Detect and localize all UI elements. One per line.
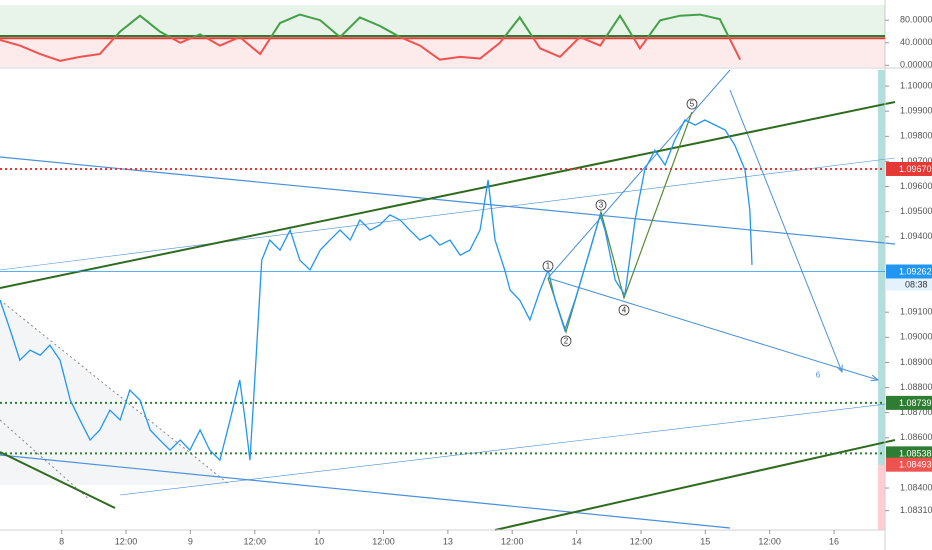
trend-line xyxy=(0,156,896,245)
x-tick-label: 8 xyxy=(59,536,64,546)
y-tick-label: 1.09000 xyxy=(900,332,932,342)
y-tick-label: 1.10000 xyxy=(900,80,932,90)
x-tick-label: 12:00 xyxy=(501,536,524,546)
price-tag: 1.08739 xyxy=(886,395,932,410)
y-tick-label: 1.08310 xyxy=(900,505,932,515)
y-tick-label: 1.08600 xyxy=(900,432,932,442)
y-tick-label: 80.00000 xyxy=(900,15,932,25)
channel-line xyxy=(0,451,116,509)
y-tick-label: 1.08700 xyxy=(900,407,932,417)
wave-label: 6 xyxy=(816,371,821,380)
range-band xyxy=(878,70,885,465)
range-band xyxy=(878,465,885,530)
trend-line xyxy=(547,69,731,279)
channel-line xyxy=(494,439,896,531)
trend-line xyxy=(547,277,878,380)
y-tick-label: 1.09900 xyxy=(900,106,932,116)
y-tick-label: 1.09400 xyxy=(900,231,932,241)
channel-line xyxy=(0,101,896,289)
y-tick-label: 1.08400 xyxy=(900,482,932,492)
wave-marker xyxy=(686,98,698,110)
x-tick-label: 12:00 xyxy=(244,536,267,546)
price-tag: 1.08493 xyxy=(886,457,932,472)
countdown: 08:38 xyxy=(905,279,928,289)
y-tick-label: 1.08900 xyxy=(900,357,932,367)
price-tag-label: 1.08538 xyxy=(899,448,932,458)
wave-label: 5 xyxy=(690,100,695,109)
price-tag-label: 1.09262 xyxy=(899,266,932,276)
wave-label: 2 xyxy=(564,337,569,346)
price-tag-box xyxy=(886,457,932,472)
trend-line xyxy=(0,157,896,271)
countdown-box xyxy=(886,278,932,291)
x-tick-label: 10 xyxy=(314,536,324,546)
wave-marker xyxy=(595,199,607,211)
price-tag-label: 1.08493 xyxy=(899,460,932,470)
price-tag-label: 1.08739 xyxy=(899,398,932,408)
price-tag: 1.09670 xyxy=(886,161,932,176)
y-tick-label: 1.09600 xyxy=(900,181,932,191)
x-tick-label: 12:00 xyxy=(630,536,653,546)
price-tag: 1.08538 xyxy=(886,446,932,461)
price-tag-label: 1.09670 xyxy=(899,164,932,174)
x-tick-label: 16 xyxy=(829,536,839,546)
y-tick-label: 0.00000 xyxy=(900,60,932,70)
wave-label: 1 xyxy=(546,262,551,271)
y-tick-label: 1.09800 xyxy=(900,131,932,141)
x-tick-label: 13 xyxy=(443,536,453,546)
wave-marker xyxy=(618,304,630,316)
wave-marker xyxy=(542,260,554,272)
price-tag: 1.09262 xyxy=(886,264,932,279)
price-tag-box xyxy=(886,446,932,461)
y-tick-label: 1.09700 xyxy=(900,156,932,166)
x-tick-label: 14 xyxy=(572,536,582,546)
price-tag-box xyxy=(886,264,932,279)
x-tick-label: 15 xyxy=(700,536,710,546)
zone-below xyxy=(0,38,885,67)
y-tick-label: 1.09500 xyxy=(900,206,932,216)
price-line-series xyxy=(0,119,753,462)
price-tag-box xyxy=(886,161,932,176)
trend-line xyxy=(0,454,731,529)
y-tick-label: 40.00000 xyxy=(900,37,932,47)
trend-line xyxy=(729,89,842,372)
x-tick-label: 12:00 xyxy=(115,536,138,546)
x-tick-label: 12:00 xyxy=(758,536,781,546)
wave-marker xyxy=(560,335,572,347)
wave-label: 4 xyxy=(622,306,627,315)
drawings xyxy=(0,69,896,531)
oscillator-line xyxy=(113,13,730,38)
x-tick-label: 9 xyxy=(188,536,193,546)
x-tick-label: 12:00 xyxy=(372,536,395,546)
price-tag-box xyxy=(886,395,932,410)
y-tick-label: 1.09100 xyxy=(900,307,932,317)
y-tick-label: 1.08800 xyxy=(900,382,932,392)
wave-label: 3 xyxy=(599,201,604,210)
trend-line xyxy=(119,402,896,496)
